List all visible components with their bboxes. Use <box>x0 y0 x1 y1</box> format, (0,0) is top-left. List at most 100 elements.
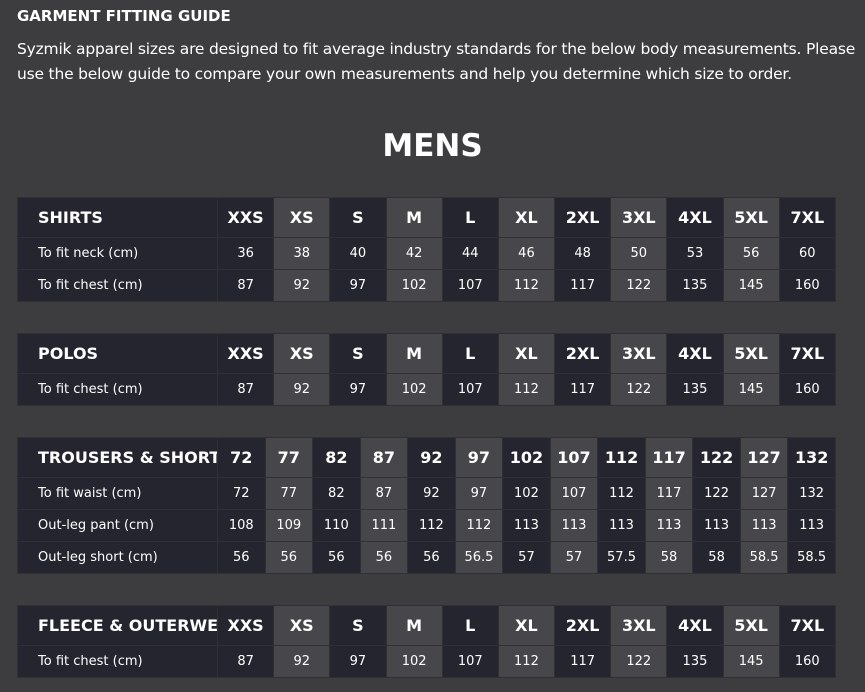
measure-value: 117 <box>554 373 612 406</box>
size-label: 3XL <box>610 333 668 374</box>
measure-value: 160 <box>778 269 836 302</box>
size-label: 2XL <box>554 197 612 238</box>
size-label: 72 <box>217 437 266 478</box>
measure-value: 108 <box>217 509 266 542</box>
measure-value: 102 <box>385 373 443 406</box>
measure-label: To fit chest (cm) <box>17 269 218 302</box>
size-label: 82 <box>312 437 361 478</box>
measure-value: 110 <box>312 509 361 542</box>
measure-value: 56 <box>722 237 780 270</box>
size-label: 77 <box>264 437 314 478</box>
measure-value: 113 <box>692 509 741 542</box>
measure-value: 42 <box>385 237 443 270</box>
measure-label: To fit chest (cm) <box>17 373 218 406</box>
measure-label: To fit neck (cm) <box>17 237 218 270</box>
measure-value: 97 <box>329 645 387 678</box>
measure-value: 56 <box>312 541 361 574</box>
measure-value: 72 <box>217 477 266 510</box>
data-row: To fit chest (cm) 87 92 97 102 107 112 117 122 13… <box>17 269 836 302</box>
measure-value: 60 <box>778 237 836 270</box>
size-label: 112 <box>597 437 646 478</box>
data-row: To fit chest (cm) 87 92 97 102 107 112 117 122 13… <box>17 373 836 406</box>
header-row: FLEECE & OUTERWEARXXSXSSMLXL2XL3XL4XL5XL… <box>17 605 836 646</box>
measure-value: 122 <box>610 269 668 302</box>
measure-value: 56 <box>264 541 314 574</box>
measure-value: 102 <box>502 477 551 510</box>
size-table: FLEECE & OUTERWEARXXSXSSMLXL2XL3XL4XL5XL… <box>17 605 836 678</box>
measure-value: 87 <box>216 645 275 678</box>
measure-value: 46 <box>497 237 556 270</box>
measure-value: 92 <box>273 373 331 406</box>
measure-value: 112 <box>597 477 646 510</box>
measure-value: 112 <box>497 269 556 302</box>
size-label: XXS <box>216 605 275 646</box>
size-label: XS <box>273 333 331 374</box>
measure-value: 97 <box>329 269 387 302</box>
measure-value: 92 <box>273 269 331 302</box>
header-row: SHIRTS XXS XS S M L XL 2XL 3XL 4XL 5XL 7XL <box>17 197 836 238</box>
measure-value: 111 <box>359 509 409 542</box>
measure-value: 87 <box>216 373 275 406</box>
size-label: 97 <box>454 437 504 478</box>
size-table: SHIRTS XXS XS S M L XL 2XL 3XL 4XL 5XL 7XL To fit ne… <box>17 197 836 302</box>
title: GARMENT FITTING GUIDE <box>17 7 231 25</box>
size-label: XS <box>273 605 331 646</box>
size-label: S <box>329 333 387 374</box>
measure-value: 102 <box>385 645 443 678</box>
measure-value: 102 <box>385 269 443 302</box>
measure-value: 135 <box>666 373 724 406</box>
size-label: 92 <box>407 437 456 478</box>
measure-value: 160 <box>778 645 836 678</box>
size-label: 127 <box>739 437 789 478</box>
size-label: 117 <box>644 437 694 478</box>
size-label: S <box>329 197 387 238</box>
measure-value: 107 <box>441 269 499 302</box>
measure-value: 36 <box>216 237 275 270</box>
measure-value: 122 <box>610 645 668 678</box>
intro-line: use the below guide to compare your own … <box>17 65 792 83</box>
measure-value: 122 <box>692 477 741 510</box>
measure-value: 113 <box>502 509 551 542</box>
measure-label: Out-leg pant (cm) <box>17 509 218 542</box>
size-label: 102 <box>502 437 551 478</box>
measure-value: 112 <box>497 373 556 406</box>
size-label: XL <box>497 605 556 646</box>
measure-value: 109 <box>264 509 314 542</box>
size-label: 107 <box>549 437 599 478</box>
data-row: To fit chest (cm) 87 92 97 102 107 112 117 122 13… <box>17 645 836 678</box>
size-label: 2XL <box>554 605 612 646</box>
measure-value: 113 <box>739 509 789 542</box>
measure-value: 87 <box>359 477 409 510</box>
measure-value: 38 <box>273 237 331 270</box>
measure-value: 113 <box>597 509 646 542</box>
measure-value: 97 <box>329 373 387 406</box>
data-row: To fit waist (cm) 72 77 82 87 92 97 102 107 112 11… <box>17 477 836 510</box>
measure-value: 57 <box>549 541 599 574</box>
measure-value: 107 <box>441 373 499 406</box>
header-row: TROUSERS & SHORTS 72 77 82 87 92 97 102 107 112 11… <box>17 437 836 478</box>
data-row: To fit neck (cm) 36 38 40 42 44 46 48 50 53 56 60 <box>17 237 836 270</box>
size-label: 3XL <box>610 197 668 238</box>
size-label: 2XL <box>554 333 612 374</box>
size-label: L <box>441 333 499 374</box>
measure-value: 44 <box>441 237 499 270</box>
measure-value: 113 <box>787 509 836 542</box>
data-row: Out-leg pant (cm) 108 109 110 111 112 112 113 11… <box>17 509 836 542</box>
size-label: 4XL <box>666 333 724 374</box>
measure-value: 58.5 <box>739 541 789 574</box>
measure-value: 56 <box>407 541 456 574</box>
measure-value: 82 <box>312 477 361 510</box>
measure-value: 145 <box>722 645 780 678</box>
measure-value: 117 <box>554 645 612 678</box>
measure-value: 97 <box>454 477 504 510</box>
measure-value: 57.5 <box>597 541 646 574</box>
size-label: S <box>329 605 387 646</box>
measure-value: 117 <box>554 269 612 302</box>
measure-value: 122 <box>610 373 668 406</box>
measure-value: 56 <box>359 541 409 574</box>
size-label: 5XL <box>722 333 780 374</box>
measure-value: 56.5 <box>454 541 504 574</box>
measure-value: 112 <box>454 509 504 542</box>
measure-label: To fit waist (cm) <box>17 477 218 510</box>
